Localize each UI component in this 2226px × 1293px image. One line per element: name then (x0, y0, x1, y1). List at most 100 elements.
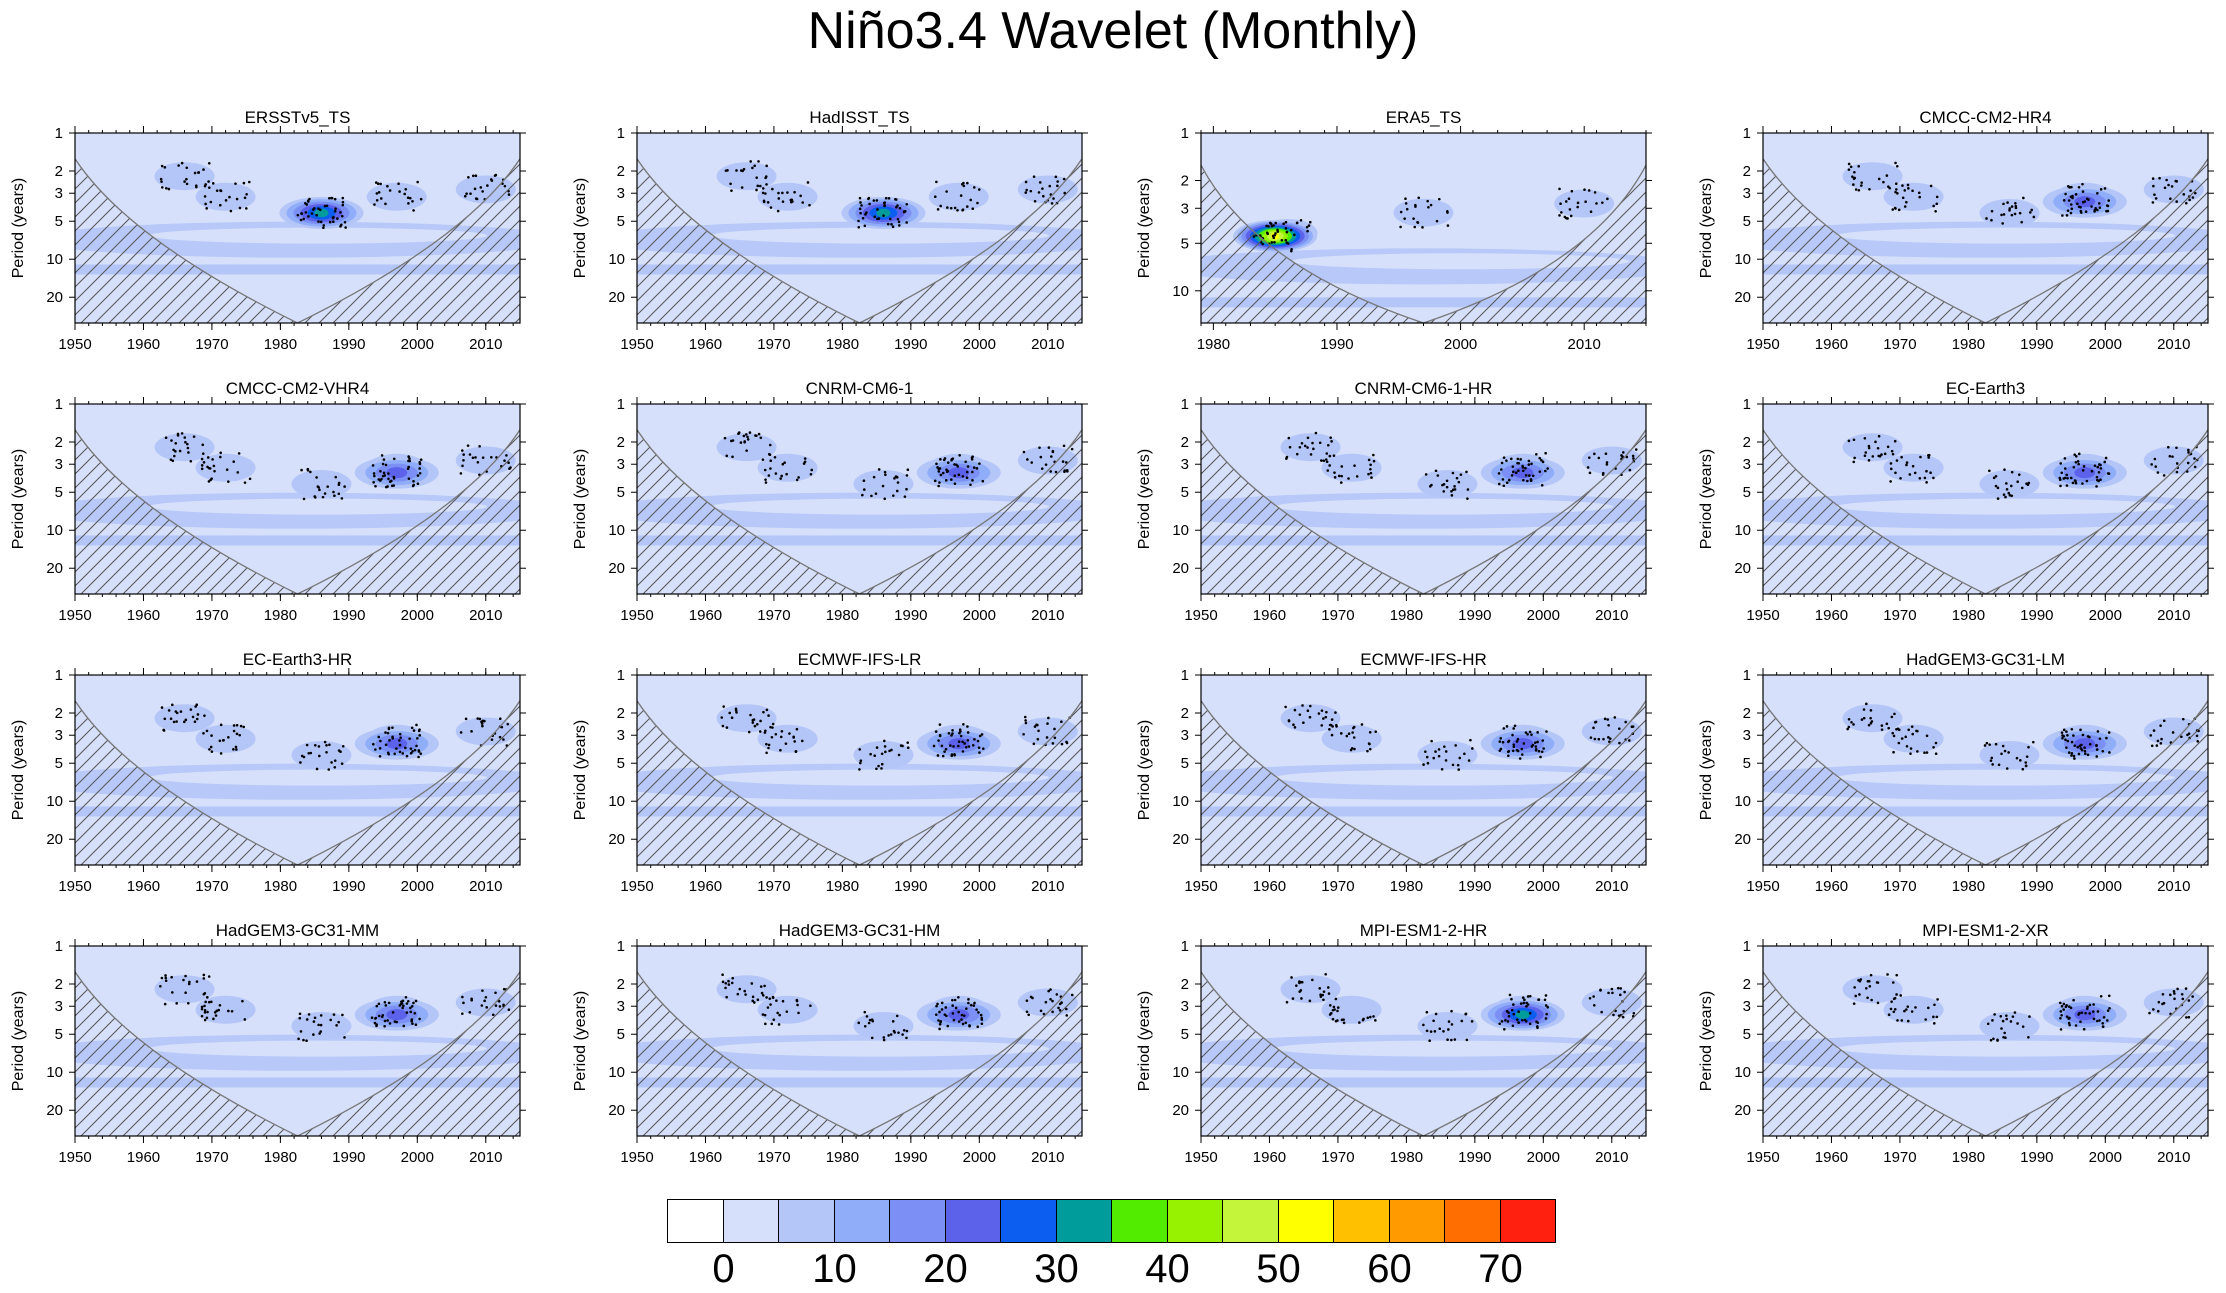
y-axis-label: Period (years) (1698, 449, 1715, 549)
y-tick-label: 10 (1734, 522, 1751, 539)
cone-of-influence-hatch (75, 429, 520, 594)
colorbar-swatch (889, 1199, 946, 1243)
y-tick-label: 20 (46, 1102, 63, 1119)
y-tick-label: 10 (46, 793, 63, 810)
x-tick-label: 1950 (1746, 1149, 1779, 1166)
wavelet-panel: HadGEM3-GC31-MM Period (years) 1 2 3 5 10 20 195… (5, 906, 530, 1176)
y-tick-label: 20 (1734, 289, 1751, 306)
y-tick-label: 2 (617, 976, 625, 993)
y-tick-label: 10 (1172, 283, 1189, 300)
y-tick-label: 5 (1181, 484, 1189, 501)
y-tick-label: 20 (1172, 831, 1189, 848)
power-blob (1979, 198, 2040, 227)
y-tick-label: 3 (55, 456, 63, 473)
x-tick-label: 1950 (620, 607, 653, 624)
x-tick-label: 2000 (2089, 1149, 2122, 1166)
significance-dots (1847, 161, 2197, 225)
y-tick-label: 5 (55, 484, 63, 501)
y-tick-label: 1 (1181, 125, 1189, 142)
cone-of-influence-hatch (637, 158, 1082, 323)
plot-frame (1200, 403, 1647, 595)
x-tick-label: 1950 (58, 1149, 91, 1166)
figure-title: Niño3.4 Wavelet (Monthly) (807, 2, 1419, 60)
x-tick-label: 1970 (1321, 878, 1354, 895)
cone-of-influence-line (75, 971, 520, 1136)
cone-of-influence-line (1763, 971, 2208, 1136)
power-band (710, 498, 1050, 515)
power-contour (876, 208, 891, 218)
power-contour (386, 1009, 408, 1021)
power-blob (1842, 162, 1903, 191)
power-blob (1883, 453, 1944, 482)
wavelet-panel: CMCC-CM2-VHR4 Period (years) 1 2 3 5 10 20 1950 1… (5, 364, 530, 634)
cone-of-influence-line (1763, 429, 2208, 594)
cone-of-influence-line (1201, 700, 1646, 865)
x-tick-label: 2000 (963, 1149, 996, 1166)
power-blob (1883, 995, 1944, 1024)
x-tick-label: 2010 (2157, 1149, 2190, 1166)
cone-of-influence-hatch (1763, 971, 2208, 1136)
colorbar-swatch (1499, 1199, 1556, 1243)
power-contour (386, 738, 408, 750)
power-blob (1979, 1011, 2040, 1040)
y-tick-label: 3 (1181, 998, 1189, 1015)
cone-of-influence-line (637, 700, 1082, 865)
y-tick-label: 3 (617, 727, 625, 744)
significance-dots (1284, 704, 1635, 771)
panel-title: HadGEM3-GC31-HM (779, 921, 941, 940)
colorbar: 0 10 20 30 40 50 60 70 (667, 1199, 1558, 1289)
panel-title: EC-Earth3 (1946, 379, 2025, 398)
y-tick-label: 5 (617, 1026, 625, 1043)
colorbar-swatch (1055, 1199, 1112, 1243)
x-tick-label: 2000 (401, 878, 434, 895)
y-tick-label: 5 (55, 1026, 63, 1043)
wavelet-panel: ECMWF-IFS-LR Period (years) 1 2 3 5 10 20 1950 19… (567, 635, 1092, 905)
y-tick-label: 3 (55, 998, 63, 1015)
power-blob (757, 182, 818, 211)
power-band (148, 227, 488, 244)
y-tick-label: 10 (608, 251, 625, 268)
y-tick-label: 2 (617, 434, 625, 451)
y-tick-label: 5 (1181, 235, 1189, 252)
power-blob (1417, 740, 1478, 769)
x-tick-label: 2000 (963, 336, 996, 353)
x-tick-label: 2000 (401, 1149, 434, 1166)
x-tick-label: 1960 (1815, 607, 1848, 624)
y-tick-label: 2 (1743, 976, 1751, 993)
power-contour (314, 208, 329, 218)
power-band (148, 769, 488, 786)
x-tick-label: 1970 (757, 336, 790, 353)
power-blob (1842, 975, 1903, 1004)
wavelet-plot: HadGEM3-GC31-HM Period (years) 1 2 3 5 10 20 195… (572, 921, 1088, 1166)
x-tick-label: 2010 (1595, 878, 1628, 895)
y-axis-label: Period (years) (1136, 991, 1153, 1091)
wavelet-panel: MPI-ESM1-2-XR Period (years) 1 2 3 5 10 20 1950 1… (1693, 906, 2218, 1176)
y-tick-label: 2 (1743, 434, 1751, 451)
cone-of-influence-line (1201, 429, 1646, 594)
power-blob (1417, 1011, 1478, 1040)
x-tick-label: 2010 (2157, 336, 2190, 353)
y-tick-label: 5 (55, 213, 63, 230)
power-band (710, 769, 1050, 786)
y-axis-label: Period (years) (1136, 178, 1153, 278)
power-band (1763, 264, 2208, 275)
y-tick-label: 3 (617, 998, 625, 1015)
panel-title: EC-Earth3-HR (243, 650, 353, 669)
x-tick-label: 2010 (1031, 878, 1064, 895)
x-tick-label: 2010 (1595, 607, 1628, 624)
power-blob (291, 469, 352, 498)
panel-title: HadISST_TS (809, 108, 909, 127)
power-band (148, 498, 488, 515)
power-blob (716, 704, 777, 733)
x-tick-label: 2010 (1031, 607, 1064, 624)
power-band (148, 1040, 488, 1057)
x-tick-label: 1990 (332, 1149, 365, 1166)
cone-of-influence-hatch (75, 971, 520, 1136)
panel-title: CMCC-CM2-HR4 (1919, 108, 2051, 127)
x-tick-label: 1960 (689, 607, 722, 624)
power-band (637, 535, 1082, 546)
power-band (1201, 535, 1646, 546)
x-tick-label: 1960 (1815, 1149, 1848, 1166)
significance-dots (1252, 187, 1609, 253)
y-tick-label: 3 (55, 185, 63, 202)
